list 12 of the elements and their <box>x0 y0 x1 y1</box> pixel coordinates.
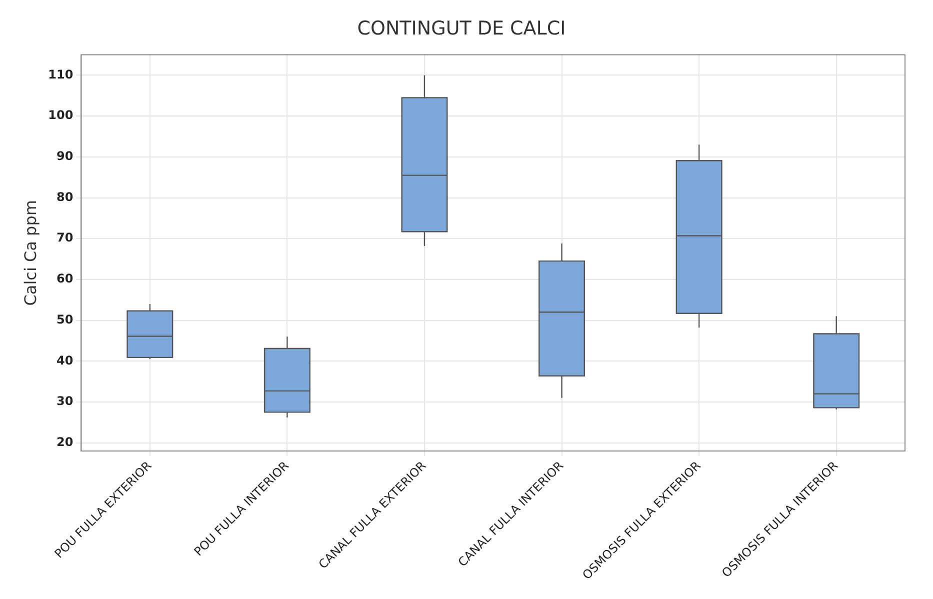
chart-title: CONTINGUT DE CALCI <box>357 17 566 40</box>
y-tick-label: 60 <box>56 272 74 286</box>
y-tick-label: 70 <box>56 230 74 245</box>
y-axis-title: Calci Ca ppm <box>20 200 40 306</box>
y-tick-label: 90 <box>56 149 74 164</box>
y-tick-label: 80 <box>56 190 74 204</box>
y-tick-label: 100 <box>48 108 74 122</box>
y-tick-label: 20 <box>56 434 74 449</box>
y-tick-label: 50 <box>56 312 74 326</box>
y-tick-label: 40 <box>56 353 74 368</box>
y-tick-label: 30 <box>56 394 74 408</box>
y-tick-label: 110 <box>48 67 74 82</box>
